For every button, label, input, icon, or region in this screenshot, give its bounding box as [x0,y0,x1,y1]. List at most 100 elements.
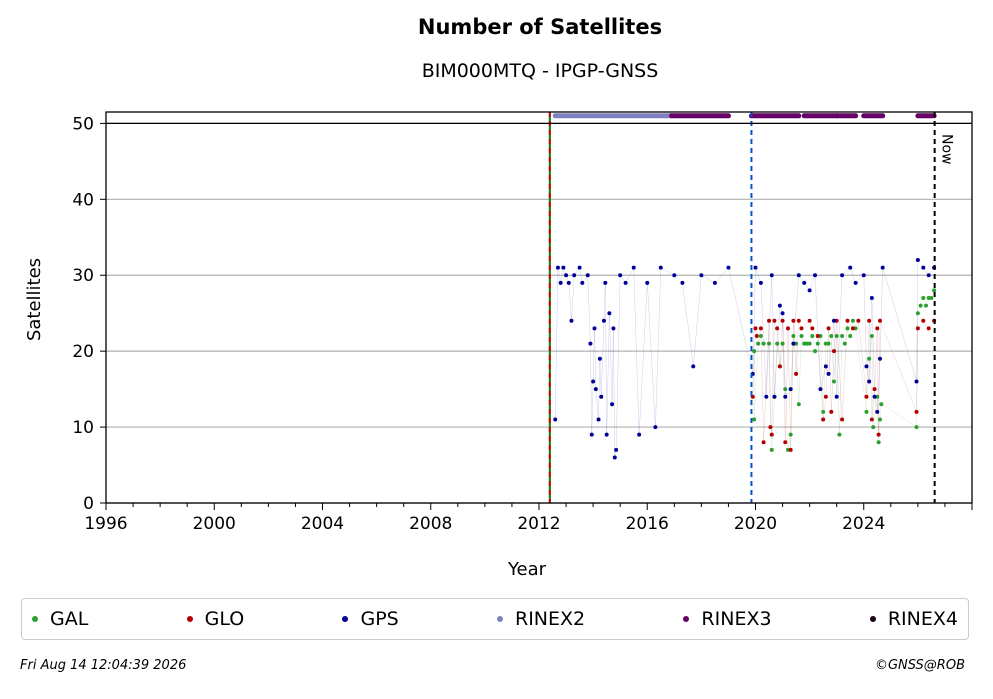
data-point-gal [780,341,785,346]
data-point-gps [777,303,782,308]
data-point-gps [831,318,836,323]
data-point-gal [775,341,780,346]
data-point-gal [842,341,847,346]
legend-item-gps: GPS [342,608,399,630]
data-point-glo [831,349,836,354]
data-point-gal [850,318,855,323]
data-point-glo [775,326,780,331]
data-point-glo [877,318,882,323]
y-tick-label: 30 [72,266,94,286]
data-point-glo [772,318,777,323]
data-point-glo [788,447,793,452]
data-point-glo [753,326,758,331]
data-point-glo [921,318,926,323]
data-point-gps [577,265,582,270]
data-point-gps [580,280,585,285]
x-tick-label: 2004 [301,514,344,534]
data-point-glo [783,440,788,445]
data-point-gps [915,258,920,263]
data-point-glo [826,326,831,331]
data-point-glo [914,409,919,414]
data-point-gps [758,280,763,285]
data-point-gps [564,273,569,278]
chart-title: Number of Satellites [417,15,663,39]
data-point-gps [753,265,758,270]
data-point-gps [788,387,793,392]
footer-copyright: ©GNSS@ROB [874,658,965,673]
data-point-gps [926,273,931,278]
data-point-gps [823,364,828,369]
data-point-gps [614,447,619,452]
data-point-glo [867,318,872,323]
data-point-gps [610,402,615,407]
data-point-glo [845,318,850,323]
data-point-glo [875,326,880,331]
data-point-gps [588,341,593,346]
legend-item-glo: GLO [186,608,245,630]
footer-timestamp: Fri Aug 14 12:04:39 2026 [20,658,187,673]
data-point-gal [932,288,937,293]
data-point-gal [879,402,884,407]
legend-item-rinex3: RINEX3 [683,608,772,630]
data-point-gps [555,265,560,270]
data-point-gps [875,409,880,414]
data-point-gps [861,273,866,278]
data-point-gal [867,356,872,361]
data-point-gps [914,379,919,384]
data-point-gps [618,273,623,278]
data-point-gps [818,387,823,392]
legend-marker [32,616,38,622]
data-point-gps [599,394,604,399]
data-point-glo [864,394,869,399]
data-point-gps [561,265,566,270]
chart-subtitle: BIM000MTQ - IPGP-GNSS [421,60,659,82]
data-point-gps [597,356,602,361]
data-point-gal [756,341,761,346]
data-point-glo [829,409,834,414]
data-point-gps [712,280,717,285]
data-point-gal [752,417,757,422]
data-point-glo [768,425,773,430]
data-point-glo [815,333,820,338]
data-point-gal [810,333,815,338]
data-point-gps [631,265,636,270]
data-point-glo [810,326,815,331]
data-point-gps [623,280,628,285]
x-tick-label: 2000 [193,514,236,534]
data-point-gps [826,371,831,376]
data-point-gps [553,417,558,422]
data-point-gps [589,432,594,437]
data-point-glo [785,326,790,331]
data-point-glo [777,364,782,369]
legend-item-gal: GAL [32,608,88,630]
legend-marker [869,616,876,622]
data-point-gal [871,425,876,430]
data-point-gal [918,303,923,308]
data-point-gal [869,333,874,338]
data-point-gal [813,349,818,354]
data-point-gal [807,341,812,346]
x-tick-label: 2008 [409,514,452,534]
legend-label: GPS [360,608,399,630]
legend-label: GLO [204,608,245,630]
y-tick-label: 10 [72,418,94,438]
data-point-gal [921,296,926,301]
y-tick-label: 20 [72,342,94,362]
data-point-gal [929,296,934,301]
data-point-gps [921,265,926,270]
data-point-glo [767,318,772,323]
data-point-gps [783,394,788,399]
series-trace-glo [752,320,935,450]
data-point-gal [831,379,836,384]
y-tick-label: 0 [83,494,94,514]
data-point-gps [840,273,845,278]
data-point-gal [848,333,853,338]
data-point-gps [867,379,872,384]
data-point-gps [802,280,807,285]
data-point-gal [877,417,882,422]
data-point-gps [764,394,769,399]
data-point-glo [840,417,845,422]
now-label: Now [939,134,955,165]
data-point-glo [807,318,812,323]
data-point-gps [604,432,609,437]
